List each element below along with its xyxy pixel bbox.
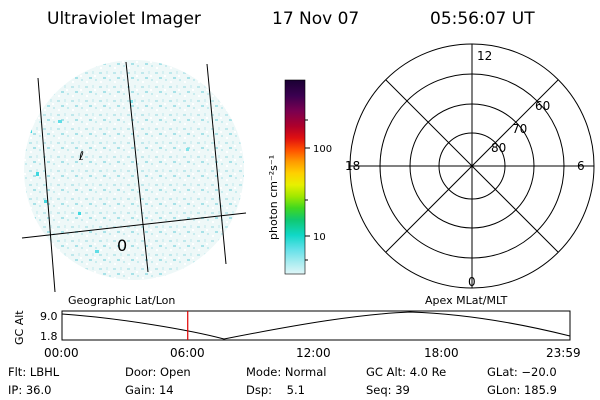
altitude-plot: 9.0 1.8 GC Alt 00:00 06:00 12:00 18:00 2… [13, 310, 581, 360]
alt-ymin: 1.8 [40, 330, 58, 343]
colorbar-unit-label: photon cm⁻²s⁻¹ [267, 155, 280, 240]
x-tick-0600: 06:00 [170, 346, 205, 360]
status-flt: Flt: LBHL [8, 365, 60, 379]
clock-label-6: 6 [577, 159, 585, 173]
longitude-line [206, 63, 227, 265]
polar-labels: 12 0 18 6 60 70 80 [345, 49, 585, 289]
status-glon: GLon: 185.9 [487, 383, 557, 397]
latitude-line [21, 212, 247, 239]
date-label: 17 Nov 07 [272, 9, 360, 29]
colorbar-gradient [284, 79, 306, 275]
grid-label-l: ℓ [78, 149, 84, 163]
altitude-plot-frame [61, 310, 571, 341]
x-tick-0000: 00:00 [44, 346, 79, 360]
uv-disc [24, 60, 244, 280]
alt-ylabel: GC Alt [13, 310, 26, 345]
colorbar-tick-100: 100 [313, 144, 332, 155]
status-gcalt: GC Alt: 4.0 Re [366, 365, 447, 379]
apex-label: Apex MLat/MLT [425, 294, 508, 307]
longitude-line [37, 77, 56, 293]
status-mode: Mode: Normal [246, 365, 327, 379]
uv-image-panel: 0 ℓ [21, 60, 247, 293]
status-dsp: Dsp: 5.1 [246, 383, 305, 397]
time-label: 05:56:07 UT [430, 9, 535, 29]
status-door: Door: Open [125, 365, 191, 379]
longitude-line [125, 61, 149, 273]
polar-plot [349, 43, 595, 289]
clock-label-12: 12 [477, 49, 492, 63]
status-gain: Gain: 14 [125, 383, 174, 397]
status-seq: Seq: 39 [366, 383, 410, 397]
x-tick-2359: 23:59 [546, 346, 581, 360]
x-tick-1200: 12:00 [296, 346, 331, 360]
clock-label-18: 18 [345, 159, 360, 173]
instrument-title: Ultraviolet Imager [47, 9, 201, 29]
geographic-label: Geographic Lat/Lon [68, 294, 175, 307]
altitude-curve [61, 311, 571, 340]
lat-label-70: 70 [512, 122, 527, 136]
colorbar: 100 10 photon cm⁻²s⁻¹ [267, 79, 332, 275]
clock-label-0: 0 [468, 275, 476, 289]
grid-label-zero: 0 [117, 236, 127, 255]
status-ip: IP: 36.0 [8, 383, 52, 397]
lat-label-60: 60 [535, 99, 550, 113]
x-tick-1800: 18:00 [424, 346, 459, 360]
lat-label-80: 80 [491, 141, 506, 155]
alt-ymax: 9.0 [40, 310, 58, 323]
colorbar-tick-10: 10 [313, 232, 326, 243]
status-glat: GLat: −20.0 [487, 365, 557, 379]
